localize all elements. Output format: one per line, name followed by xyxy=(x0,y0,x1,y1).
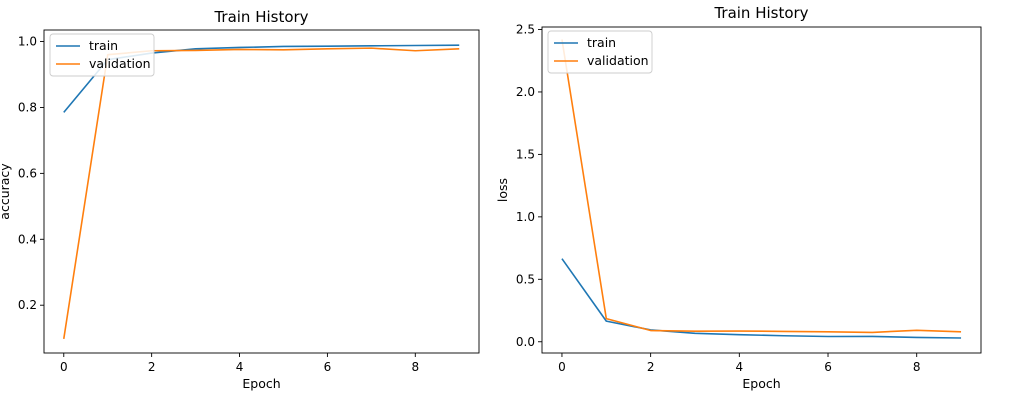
legend: train validation xyxy=(547,30,653,74)
y-tick-label: 0.4 xyxy=(18,232,37,246)
x-tick-label: 8 xyxy=(411,360,419,374)
y-tick-label: 0.8 xyxy=(18,100,37,114)
y-tick-label: 0.5 xyxy=(516,272,535,286)
y-axis-label: loss xyxy=(495,178,510,202)
legend-label-validation: validation xyxy=(89,56,151,71)
y-tick-label: 0.0 xyxy=(516,335,535,349)
x-tick-label: 4 xyxy=(736,360,744,374)
x-axis-label: Epoch xyxy=(742,376,780,391)
x-tick-label: 6 xyxy=(324,360,332,374)
legend-label-validation: validation xyxy=(587,53,649,68)
y-tick-label: 2.0 xyxy=(516,85,535,99)
x-tick-label: 0 xyxy=(60,360,68,374)
y-tick-label: 1.0 xyxy=(516,210,535,224)
loss-chart: 0 2 4 6 8 0.0 0.5 1.0 1.5 2.0 2.5 Train History Epoc… xyxy=(495,4,982,391)
series-line-validation xyxy=(561,39,962,334)
x-tick-label: 0 xyxy=(558,360,566,374)
series-line-train xyxy=(561,258,962,339)
x-tick-label: 2 xyxy=(148,360,156,374)
chart-title: Train History xyxy=(713,4,808,22)
plot-frame xyxy=(541,26,982,354)
legend-label-train: train xyxy=(89,38,118,53)
x-tick-label: 6 xyxy=(824,360,832,374)
y-tick-label: 1.0 xyxy=(18,35,37,49)
chart-title: Train History xyxy=(213,8,308,26)
x-axis-label: Epoch xyxy=(242,376,280,391)
accuracy-chart: 0 2 4 6 8 0.2 0.4 0.6 0.8 1.0 Train History Epoch ac… xyxy=(0,8,480,391)
x-tick-label: 8 xyxy=(913,360,921,374)
legend: train validation xyxy=(49,33,155,77)
legend-box xyxy=(49,33,155,77)
x-tick-label: 2 xyxy=(647,360,655,374)
y-tick-label: 0.6 xyxy=(18,166,37,180)
legend-box xyxy=(547,30,653,74)
y-tick-label: 0.2 xyxy=(18,298,37,312)
x-tick-label: 4 xyxy=(236,360,244,374)
y-tick-label: 1.5 xyxy=(516,147,535,161)
y-axis-label: accuracy xyxy=(0,163,12,220)
y-tick-label: 2.5 xyxy=(516,22,535,36)
plot-frame xyxy=(43,29,480,354)
series-line-validation xyxy=(62,47,460,339)
legend-label-train: train xyxy=(587,35,616,50)
